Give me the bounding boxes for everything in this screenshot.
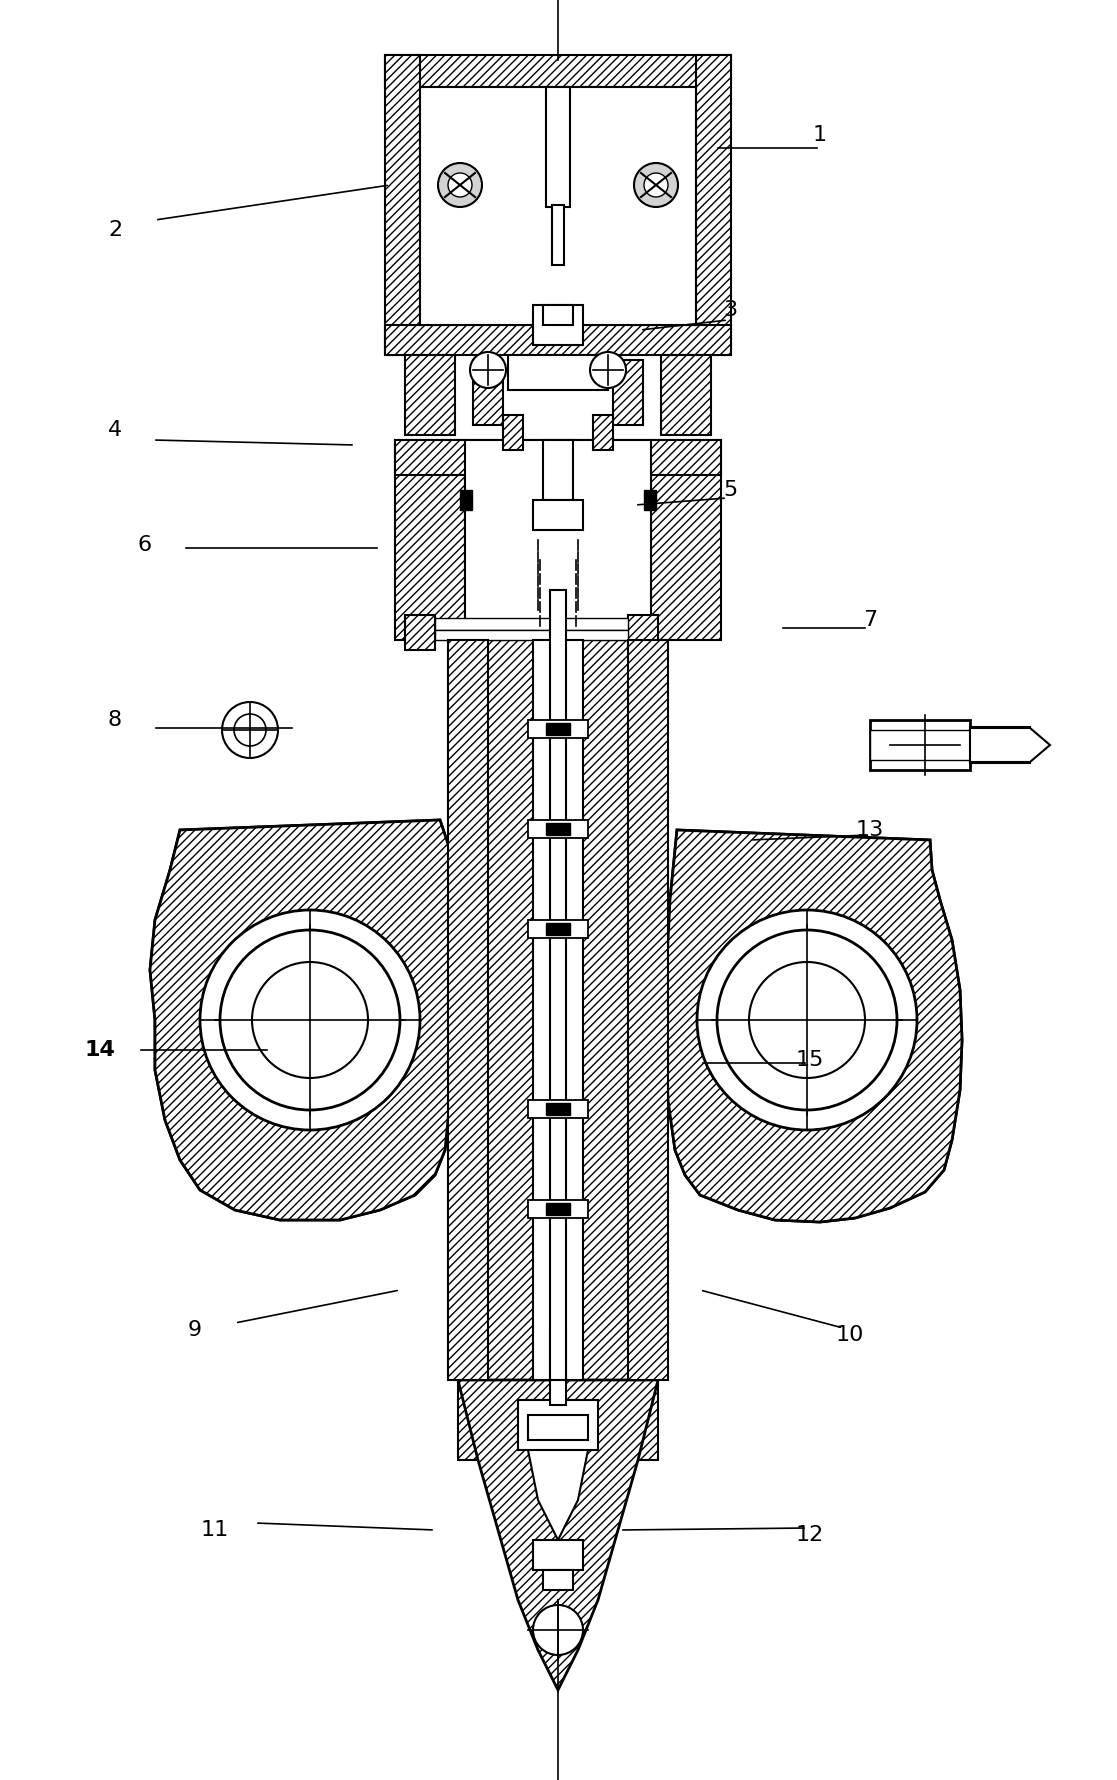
Bar xyxy=(385,55,420,354)
Bar xyxy=(405,616,435,650)
Polygon shape xyxy=(523,1401,593,1540)
Circle shape xyxy=(448,173,472,198)
Bar xyxy=(405,354,455,434)
Text: 13: 13 xyxy=(856,821,885,840)
Bar xyxy=(435,618,628,630)
Bar xyxy=(528,920,588,938)
Text: 6: 6 xyxy=(137,536,152,555)
Bar xyxy=(528,1415,588,1440)
Bar xyxy=(533,500,583,530)
Bar xyxy=(385,326,731,354)
Text: 9: 9 xyxy=(188,1321,202,1340)
Bar xyxy=(533,304,583,345)
Bar xyxy=(503,415,523,450)
Bar xyxy=(970,726,1030,764)
Text: 4: 4 xyxy=(108,420,122,440)
Bar xyxy=(552,205,564,265)
Circle shape xyxy=(634,164,678,206)
Bar xyxy=(395,440,720,475)
Bar xyxy=(613,360,643,425)
Bar xyxy=(448,641,488,1380)
Bar xyxy=(533,1540,583,1570)
Circle shape xyxy=(697,910,917,1130)
Circle shape xyxy=(240,951,380,1089)
Bar xyxy=(546,723,570,735)
Text: 14: 14 xyxy=(85,1040,115,1061)
Bar xyxy=(465,440,651,641)
Circle shape xyxy=(200,910,420,1130)
Text: 8: 8 xyxy=(108,710,122,730)
Bar xyxy=(546,822,570,835)
Bar xyxy=(420,87,696,326)
Polygon shape xyxy=(150,821,455,1219)
Circle shape xyxy=(438,164,483,206)
Bar xyxy=(543,304,573,326)
Bar xyxy=(661,354,712,434)
Bar xyxy=(593,415,613,450)
Text: 11: 11 xyxy=(201,1520,229,1540)
Bar xyxy=(870,719,970,771)
Circle shape xyxy=(737,951,877,1089)
Bar xyxy=(696,55,731,354)
Bar xyxy=(543,440,573,500)
Bar xyxy=(460,490,472,511)
Polygon shape xyxy=(458,1380,658,1689)
Bar xyxy=(546,1203,570,1216)
Bar xyxy=(472,360,503,425)
Circle shape xyxy=(233,714,266,746)
Bar xyxy=(458,641,658,1460)
Circle shape xyxy=(533,1606,583,1655)
Bar xyxy=(546,87,570,206)
Bar xyxy=(518,1401,598,1451)
Text: 10: 10 xyxy=(836,1324,865,1346)
Bar xyxy=(546,1104,570,1114)
Polygon shape xyxy=(970,728,1050,762)
Text: 2: 2 xyxy=(108,221,122,240)
Bar xyxy=(543,1570,573,1590)
Bar xyxy=(550,589,566,1380)
Bar xyxy=(435,630,628,641)
Text: 3: 3 xyxy=(723,301,737,320)
Text: 1: 1 xyxy=(813,125,827,144)
Text: 15: 15 xyxy=(795,1050,824,1070)
Bar xyxy=(870,730,970,760)
Bar xyxy=(651,440,720,641)
Polygon shape xyxy=(665,829,962,1223)
Text: 7: 7 xyxy=(863,611,877,630)
Bar xyxy=(533,641,583,1380)
Circle shape xyxy=(645,173,668,198)
Bar xyxy=(508,354,608,390)
Bar xyxy=(538,641,577,1360)
Text: 12: 12 xyxy=(796,1525,824,1545)
Bar xyxy=(628,616,658,650)
Bar xyxy=(550,1330,566,1404)
Bar xyxy=(528,719,588,739)
Circle shape xyxy=(222,701,278,758)
Bar xyxy=(628,641,668,1380)
Bar xyxy=(395,440,465,641)
Circle shape xyxy=(590,352,626,388)
Bar xyxy=(528,1200,588,1218)
Bar xyxy=(528,1100,588,1118)
Polygon shape xyxy=(150,821,455,1219)
Circle shape xyxy=(717,929,897,1111)
Bar xyxy=(385,55,731,87)
Bar xyxy=(546,924,570,935)
Polygon shape xyxy=(665,829,962,1223)
Text: 5: 5 xyxy=(723,481,737,500)
Bar xyxy=(645,490,656,511)
Circle shape xyxy=(470,352,506,388)
Bar xyxy=(528,821,588,838)
Circle shape xyxy=(220,929,400,1111)
